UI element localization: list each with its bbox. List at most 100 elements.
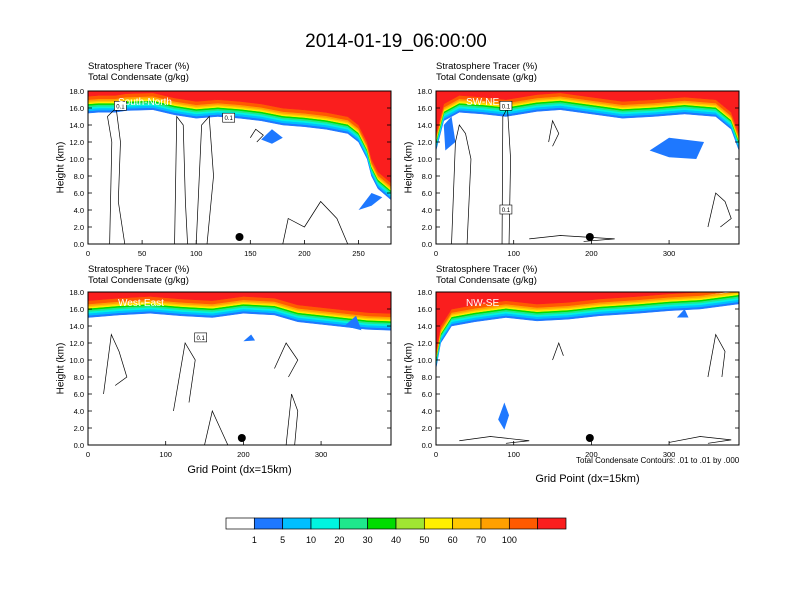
- x-tick-label: 150: [244, 249, 257, 258]
- plot-background: [436, 91, 739, 244]
- y-tick-label: 16.0: [417, 104, 432, 113]
- condensate-contour: [707, 192, 732, 228]
- y-tick-label: 10.0: [69, 356, 84, 365]
- y-axis-label: Height (km): [55, 141, 67, 193]
- plot-frame: [435, 90, 740, 245]
- plot-area: 0.1 0.1: [436, 91, 739, 244]
- condensate-contour: [282, 200, 349, 244]
- colorbar-cell: [395, 517, 425, 530]
- contour-label-box: [499, 101, 513, 111]
- contour-label: 0.1: [225, 116, 234, 122]
- condensate-contour: [274, 342, 299, 378]
- cloud-patch: [344, 315, 362, 331]
- panel-label: South-North: [118, 97, 172, 108]
- condensate-contour: [451, 124, 472, 244]
- condensate-contour: [285, 393, 299, 445]
- cloud-patch: [243, 334, 256, 342]
- contour-label: 0.1: [502, 208, 511, 214]
- x-axis-label: Grid Point (dx=15km): [535, 473, 640, 485]
- y-tick-label: 2.0: [74, 223, 84, 232]
- y-tick-label: 14.0: [69, 322, 84, 331]
- y-tick-label: 8.0: [422, 172, 432, 181]
- condensate-contour: [103, 333, 128, 395]
- y-axis-label: Height (km): [403, 141, 415, 193]
- condensate-contour: [459, 436, 530, 444]
- y-tick-label: 10.0: [69, 155, 84, 164]
- colorbar-cell: [452, 517, 482, 530]
- y-axis-label: Height (km): [55, 342, 67, 394]
- colorbar-cell: [480, 517, 510, 530]
- colorbar-label: 40: [391, 535, 401, 545]
- condensate-label: Total Condensate (g/kg): [88, 72, 189, 83]
- y-tick-label: 6.0: [74, 390, 84, 399]
- y-axis-label: Height (km): [403, 342, 415, 394]
- y-tick-label: 4.0: [74, 206, 84, 215]
- y-tick-label: 18.0: [417, 87, 432, 96]
- tracer-band: [88, 91, 391, 184]
- plot-area: 0.1: [88, 292, 391, 445]
- x-tick-label: 100: [190, 249, 203, 258]
- contour-label: 0.1: [116, 104, 125, 110]
- colorbar-cell: [310, 517, 340, 530]
- cloud-patch: [443, 116, 456, 151]
- contour-label: 0.1: [502, 104, 511, 110]
- colorbar-label: 30: [363, 535, 373, 545]
- y-tick-label: 0.0: [422, 240, 432, 249]
- y-tick-label: 10.0: [417, 155, 432, 164]
- plot-frame: [87, 90, 392, 245]
- condensate-contour: [204, 409, 229, 445]
- condensate-contour: [174, 115, 188, 244]
- tracer-band: [436, 292, 739, 352]
- colorbar: 1 5 10 20 30 40 50 60 70 100: [225, 517, 567, 545]
- location-marker: [235, 233, 244, 241]
- x-tick-label: 200: [585, 249, 598, 258]
- tracer-label: Stratosphere Tracer (%): [436, 264, 538, 275]
- cloud-patch: [676, 309, 689, 318]
- plot-area: [436, 292, 739, 445]
- y-tick-label: 2.0: [422, 223, 432, 232]
- y-tick-label: 4.0: [74, 407, 84, 416]
- panel-label: NW-SE: [466, 298, 499, 309]
- panel-label: SW-NE: [466, 97, 499, 108]
- cloud-patch: [649, 137, 705, 159]
- condensate-contour: [552, 341, 564, 361]
- colorbar-cell: [253, 517, 284, 530]
- y-tick-label: 14.0: [417, 322, 432, 331]
- y-tick-label: 8.0: [74, 373, 84, 382]
- x-tick-label: 300: [663, 450, 676, 459]
- colorbar-label: 60: [448, 535, 458, 545]
- y-tick-label: 18.0: [69, 288, 84, 297]
- contour-label: 0.1: [196, 336, 205, 342]
- y-tick-label: 8.0: [74, 172, 84, 181]
- x-tick-label: 200: [298, 249, 311, 258]
- condensate-contour: [173, 342, 196, 412]
- x-tick-label: 250: [352, 249, 365, 258]
- x-tick-label: 50: [138, 249, 146, 258]
- condensate-contour: [250, 128, 264, 143]
- colorbar-label: 100: [502, 535, 517, 545]
- x-tick-label: 100: [507, 450, 520, 459]
- location-marker: [585, 233, 594, 241]
- y-tick-label: 16.0: [69, 305, 84, 314]
- colorbar-label: 50: [419, 535, 429, 545]
- colorbar-label: 1: [252, 535, 257, 545]
- tracer-label: Stratosphere Tracer (%): [436, 61, 538, 72]
- x-tick-label: 0: [434, 450, 438, 459]
- colorbar-label: 20: [334, 535, 344, 545]
- colorbar-cell: [225, 517, 255, 530]
- chart-panel-2: 0.10.1SW-NE0.02.04.06.08.010.012.014.016…: [417, 87, 740, 258]
- colorbar-cell: [537, 517, 567, 530]
- colorbar-cell: [367, 517, 397, 530]
- location-marker: [585, 434, 594, 442]
- y-tick-label: 12.0: [417, 138, 432, 147]
- y-tick-label: 14.0: [69, 121, 84, 130]
- contour-label-box: [194, 332, 207, 343]
- y-tick-label: 10.0: [417, 356, 432, 365]
- condensate-contour: [548, 119, 560, 147]
- y-tick-label: 2.0: [74, 424, 84, 433]
- x-tick-label: 100: [507, 249, 520, 258]
- colorbar-cell: [508, 517, 539, 530]
- y-tick-label: 2.0: [422, 424, 432, 433]
- y-tick-label: 14.0: [417, 121, 432, 130]
- colorbar-label: 5: [280, 535, 285, 545]
